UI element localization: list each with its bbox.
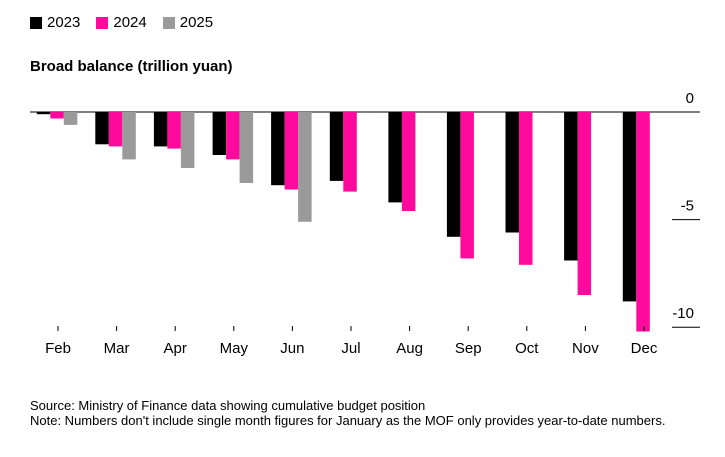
source-note: Source: Ministry of Finance data showing… <box>30 398 426 413</box>
x-tick-label-oct: Oct <box>515 340 539 357</box>
legend-item-2024: 2024 <box>96 14 147 31</box>
y-tick-label-0: 0 <box>686 90 694 107</box>
footnote: Note: Numbers don't include single month… <box>30 413 666 428</box>
bar-2025-apr <box>180 112 195 168</box>
bar-2023-dec <box>622 112 637 302</box>
bar-2024-nov <box>577 112 592 295</box>
bar-2025-feb <box>63 112 78 125</box>
legend-label-2025: 2025 <box>179 14 214 31</box>
x-axis-ticks: Feb Mar Apr May Jun Jul Aug Sep Oct Nov Dec <box>45 326 658 357</box>
x-tick-label-mar: Mar <box>104 340 130 357</box>
y-axis-ticks: 0 -5 -10 <box>672 90 700 328</box>
y-tick-label-1: -5 <box>681 198 694 215</box>
bar-2023-aug <box>388 112 402 203</box>
legend-item-2023: 2023 <box>30 14 80 31</box>
bar-2024-apr <box>167 112 181 149</box>
bar-group <box>36 112 650 332</box>
legend-label-2023: 2023 <box>47 14 81 31</box>
bar-2025-mar <box>122 112 136 160</box>
bar-2024-oct <box>519 112 533 265</box>
x-tick-label-aug: Aug <box>396 340 423 357</box>
y-tick-label-2: -10 <box>672 305 694 322</box>
bar-2023-oct <box>505 112 519 233</box>
bar-2024-sep <box>460 112 474 259</box>
bar-2024-dec <box>636 112 650 332</box>
bar-2024-jul <box>343 112 357 192</box>
bar-2023-jul <box>329 112 344 181</box>
x-tick-label-may: May <box>220 340 249 357</box>
legend-label-2024: 2024 <box>113 14 147 31</box>
x-tick-label-nov: Nov <box>572 340 599 357</box>
bar-2024-mar <box>108 112 123 147</box>
bar-2023-nov <box>564 112 578 261</box>
chart-notes: Source: Ministry of Finance data showing… <box>30 398 700 428</box>
legend-item-2025: 2025 <box>162 14 214 31</box>
bar-2024-jun <box>284 112 299 190</box>
legend-swatch-2023 <box>30 16 42 29</box>
bar-chart: Feb Mar Apr May Jun Jul Aug Sep Oct Nov Dec 0 -5 -10 <box>30 90 700 357</box>
x-tick-label-dec: Dec <box>631 340 658 357</box>
bar-2024-may <box>226 112 240 160</box>
bar-2023-feb <box>36 112 51 115</box>
legend-swatch-2025 <box>162 16 175 29</box>
bar-2023-may <box>212 112 227 155</box>
x-tick-label-apr: Apr <box>164 340 187 357</box>
chart-legend: 2023 2024 2025 <box>30 14 213 31</box>
chart-title: Broad balance (trillion yuan) <box>30 58 233 75</box>
bar-2025-may <box>239 112 254 183</box>
legend-swatch-2024 <box>96 16 109 29</box>
bar-2023-apr <box>153 112 168 147</box>
x-tick-label-jun: Jun <box>280 340 304 357</box>
bar-2024-aug <box>401 112 416 211</box>
bar-2023-sep <box>446 112 461 237</box>
bar-2024-feb <box>50 112 64 119</box>
bar-2023-mar <box>95 112 109 145</box>
x-tick-label-jul: Jul <box>341 340 360 357</box>
bar-2025-jun <box>298 112 312 222</box>
bar-2023-jun <box>271 112 285 186</box>
x-tick-label-feb: Feb <box>45 340 71 357</box>
x-tick-label-sep: Sep <box>455 340 482 357</box>
